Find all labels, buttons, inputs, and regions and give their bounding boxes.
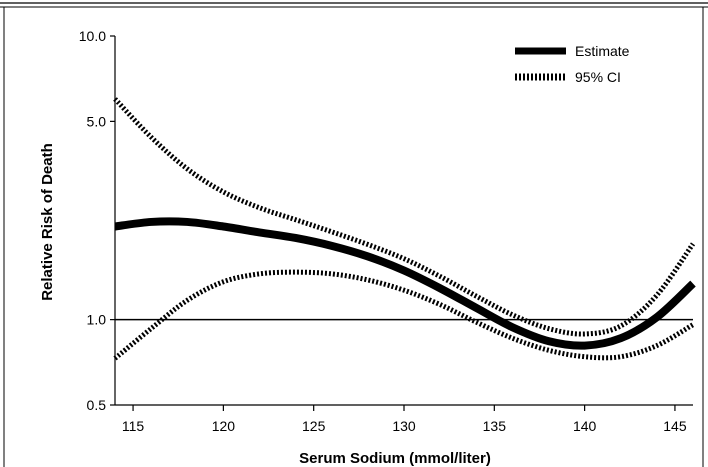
x-tick-label: 140: [573, 418, 597, 434]
ticks-layer: 115 120 125 130 135 140 145 0.5 1.0 5.0 10.0: [79, 28, 687, 434]
x-tick-label: 115: [122, 418, 145, 434]
y-tick-label: 5.0: [87, 113, 107, 129]
estimate-line: [114, 217, 696, 350]
x-tick-label: 135: [483, 418, 507, 434]
ci-upper-line: [113, 97, 696, 337]
y-tick-label: 10.0: [79, 28, 106, 44]
plot-area: 115 120 125 130 135 140 145 0.5 1.0 5.0 10.0: [79, 28, 696, 434]
x-axis-title: Serum Sodium (mmol/liter): [299, 450, 491, 467]
y-axis-title: Relative Risk of Death: [39, 143, 56, 301]
y-tick-label: 0.5: [87, 397, 107, 413]
legend: Estimate 95% CI: [515, 43, 630, 85]
ci-lower-line: [113, 269, 695, 361]
y-tick-label: 1.0: [87, 312, 107, 328]
x-tick-label: 125: [302, 418, 326, 434]
legend-label-ci: 95% CI: [575, 69, 621, 85]
legend-label-estimate: Estimate: [575, 43, 630, 59]
x-tick-label: 130: [392, 418, 416, 434]
series-layer: [113, 97, 696, 361]
x-tick-label: 120: [212, 418, 236, 434]
x-tick-label: 145: [663, 418, 687, 434]
